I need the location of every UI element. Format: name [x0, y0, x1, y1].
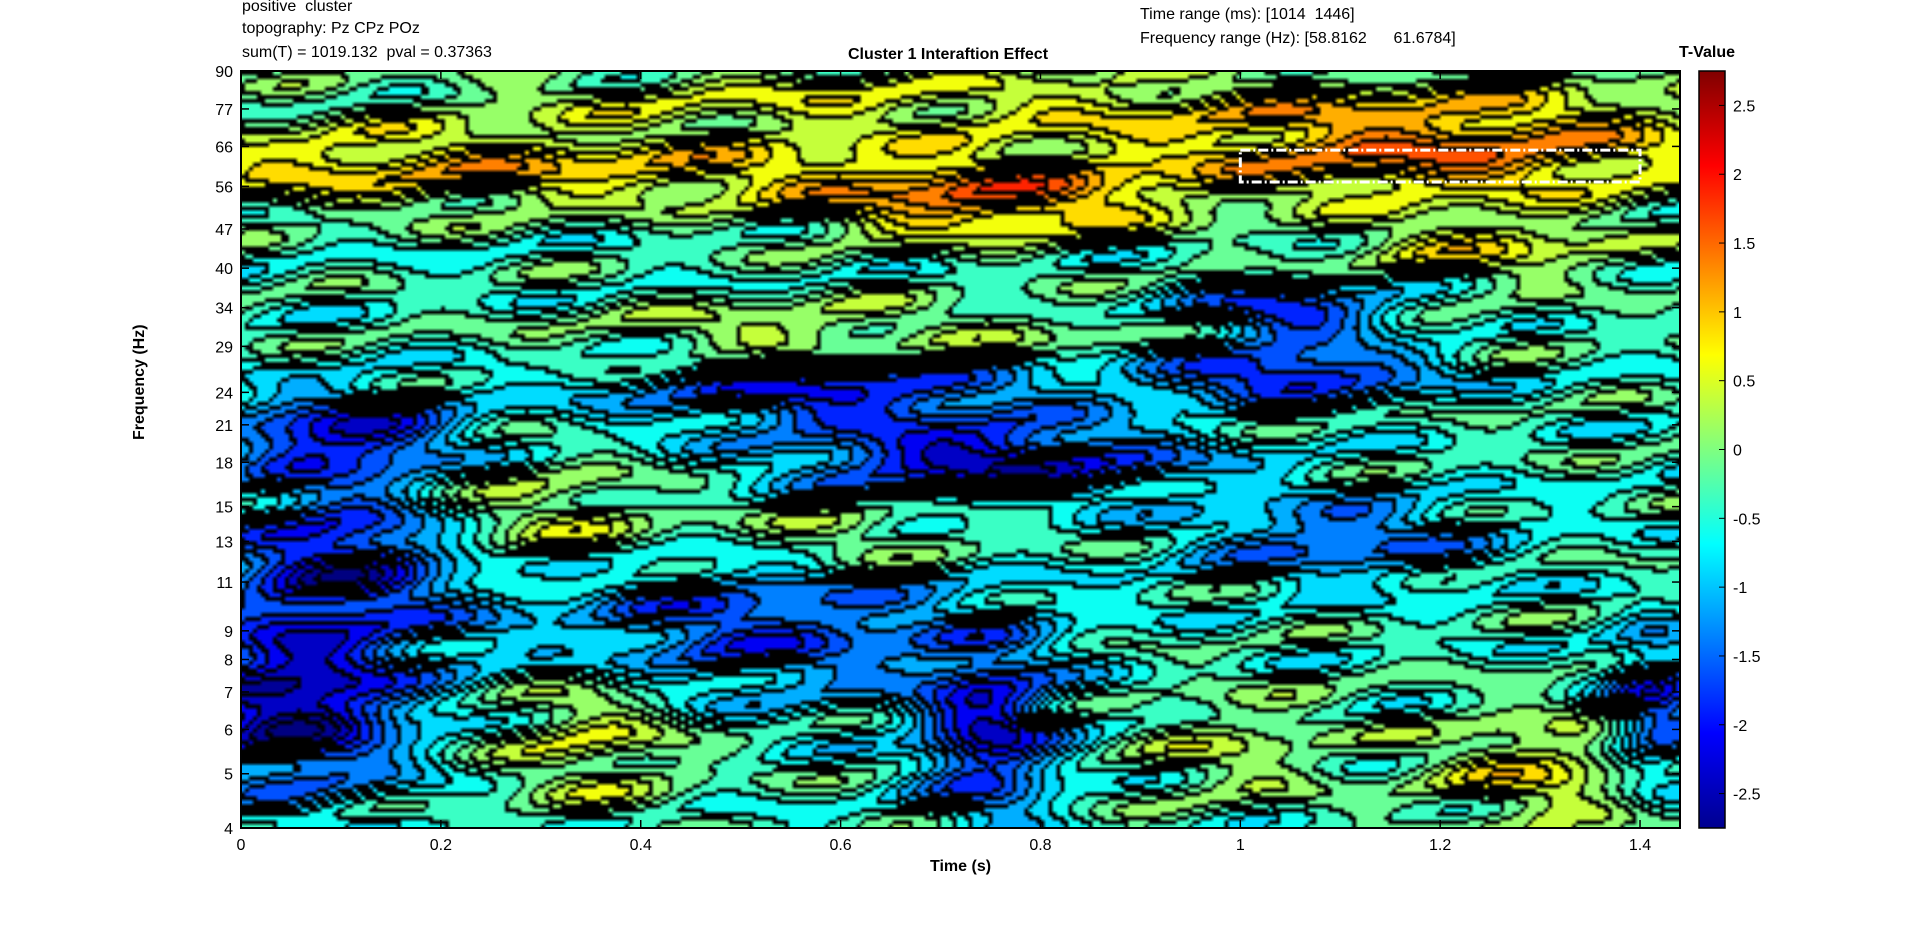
y-tick-label: 11 — [216, 575, 233, 592]
x-axis-ticks: 0 0.2 0.4 0.6 0.8 1 1.2 1.4 — [237, 71, 1651, 854]
colorbar-tick-label: -1 — [1733, 580, 1747, 597]
colorbar-tick-label: 0.5 — [1733, 374, 1755, 391]
y-tick-label: 77 — [215, 102, 233, 119]
x-tick-label: 1 — [1236, 837, 1245, 854]
y-tick-label: 56 — [215, 179, 233, 196]
cluster-rectangle — [1238, 148, 1642, 184]
colorbar-ticks: 2.5 2 1.5 1 0.5 0 -0.5 -1 -1.5 -2 -2.5 — [1719, 98, 1761, 804]
colorbar-tick-label: -2.5 — [1733, 787, 1761, 804]
y-tick-label: 5 — [224, 767, 233, 784]
y-tick-label: 29 — [215, 339, 233, 356]
x-tick-label: 1.4 — [1629, 837, 1651, 854]
x-tick-label: 0 — [237, 837, 246, 854]
y-tick-label: 40 — [215, 261, 233, 278]
x-axis-label: Time (s) — [930, 858, 992, 875]
chart-title: Cluster 1 Interaftion Effect — [848, 46, 1049, 63]
y-tick-label: 90 — [215, 64, 233, 81]
y-tick-label: 13 — [215, 534, 233, 551]
y-tick-label: 6 — [224, 722, 233, 739]
y-tick-label: 66 — [215, 139, 233, 156]
colorbar-tick-label: 1 — [1733, 305, 1742, 322]
y-tick-label: 9 — [224, 624, 233, 641]
x-tick-label: 1.2 — [1429, 837, 1451, 854]
y-tick-label: 24 — [215, 385, 233, 402]
y-tick-label: 18 — [215, 455, 233, 472]
cluster-type-label: positive cluster — [242, 0, 353, 15]
y-tick-label: 8 — [224, 652, 233, 669]
y-tick-label: 4 — [224, 821, 233, 838]
x-tick-label: 0.8 — [1029, 837, 1051, 854]
colorbar-label: T-Value — [1679, 44, 1736, 61]
y-tick-label: 21 — [215, 418, 233, 435]
time-range-label: Time range (ms): [1014 1446] — [1140, 6, 1355, 23]
y-tick-label: 15 — [215, 500, 233, 517]
y-tick-label: 7 — [224, 685, 233, 702]
heatmap-image — [241, 71, 1680, 828]
colorbar-tick-label: 1.5 — [1733, 236, 1755, 253]
y-tick-label: 34 — [215, 301, 233, 318]
x-tick-label: 0.2 — [430, 837, 452, 854]
x-tick-label: 0.4 — [630, 837, 652, 854]
cluster-box — [1238, 148, 1642, 184]
colorbar-tick-label: -2 — [1733, 718, 1747, 735]
colorbar-tick-label: 2 — [1733, 167, 1742, 184]
plot-frame — [240, 70, 1681, 829]
colorbar-tick-label: 0 — [1733, 443, 1742, 460]
sum-pval-label: sum(T) = 1019.132 pval = 0.37363 — [242, 44, 492, 61]
colorbar-tick-label: -1.5 — [1733, 649, 1761, 666]
y-tick-label: 47 — [215, 222, 233, 239]
y-axis-label: Frequency (Hz) — [131, 324, 148, 440]
topography-label: topography: Pz CPz POz — [242, 20, 420, 37]
colorbar-tick-label: 2.5 — [1733, 98, 1755, 115]
x-tick-label: 0.6 — [829, 837, 851, 854]
frequency-range-label: Frequency range (Hz): [58.8162 61.6784] — [1140, 30, 1456, 47]
colorbar-tick-label: -0.5 — [1733, 511, 1761, 528]
